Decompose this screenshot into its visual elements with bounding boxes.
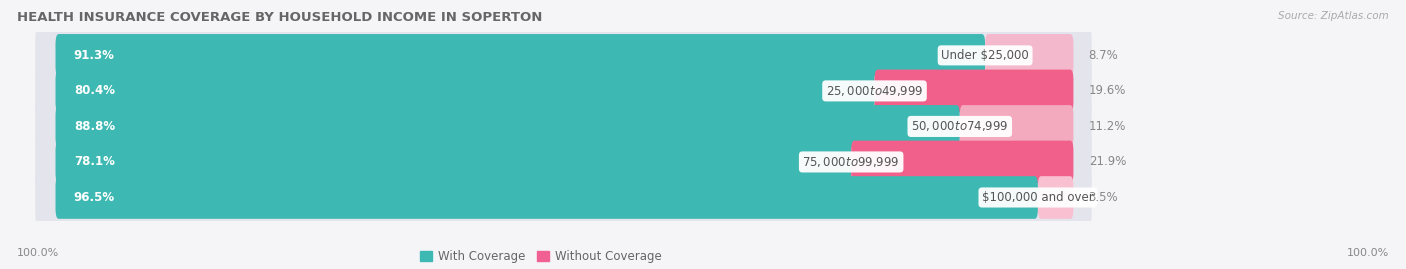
FancyBboxPatch shape xyxy=(35,121,1091,204)
FancyBboxPatch shape xyxy=(35,49,1091,132)
Text: 19.6%: 19.6% xyxy=(1088,84,1126,97)
FancyBboxPatch shape xyxy=(875,70,1073,112)
FancyBboxPatch shape xyxy=(35,156,1091,239)
FancyBboxPatch shape xyxy=(960,105,1073,148)
Text: 3.5%: 3.5% xyxy=(1088,191,1118,204)
FancyBboxPatch shape xyxy=(35,14,1091,97)
Text: Source: ZipAtlas.com: Source: ZipAtlas.com xyxy=(1278,11,1389,21)
Text: 11.2%: 11.2% xyxy=(1088,120,1126,133)
Text: $75,000 to $99,999: $75,000 to $99,999 xyxy=(803,155,900,169)
Text: 21.9%: 21.9% xyxy=(1088,155,1126,168)
Text: 8.7%: 8.7% xyxy=(1088,49,1118,62)
Text: $50,000 to $74,999: $50,000 to $74,999 xyxy=(911,119,1008,133)
FancyBboxPatch shape xyxy=(35,85,1091,168)
Text: $25,000 to $49,999: $25,000 to $49,999 xyxy=(825,84,924,98)
FancyBboxPatch shape xyxy=(55,70,875,112)
Legend: With Coverage, Without Coverage: With Coverage, Without Coverage xyxy=(416,245,666,267)
Text: 100.0%: 100.0% xyxy=(17,248,59,258)
Text: 91.3%: 91.3% xyxy=(73,49,115,62)
Text: HEALTH INSURANCE COVERAGE BY HOUSEHOLD INCOME IN SOPERTON: HEALTH INSURANCE COVERAGE BY HOUSEHOLD I… xyxy=(17,11,543,24)
Text: 80.4%: 80.4% xyxy=(73,84,115,97)
FancyBboxPatch shape xyxy=(55,176,1038,219)
FancyBboxPatch shape xyxy=(55,34,986,77)
Text: $100,000 and over: $100,000 and over xyxy=(981,191,1094,204)
Text: 88.8%: 88.8% xyxy=(73,120,115,133)
Text: 78.1%: 78.1% xyxy=(73,155,115,168)
FancyBboxPatch shape xyxy=(986,34,1073,77)
FancyBboxPatch shape xyxy=(1038,176,1073,219)
FancyBboxPatch shape xyxy=(851,141,1073,183)
FancyBboxPatch shape xyxy=(55,105,960,148)
Text: 100.0%: 100.0% xyxy=(1347,248,1389,258)
Text: Under $25,000: Under $25,000 xyxy=(941,49,1029,62)
FancyBboxPatch shape xyxy=(55,141,851,183)
Text: 96.5%: 96.5% xyxy=(73,191,115,204)
